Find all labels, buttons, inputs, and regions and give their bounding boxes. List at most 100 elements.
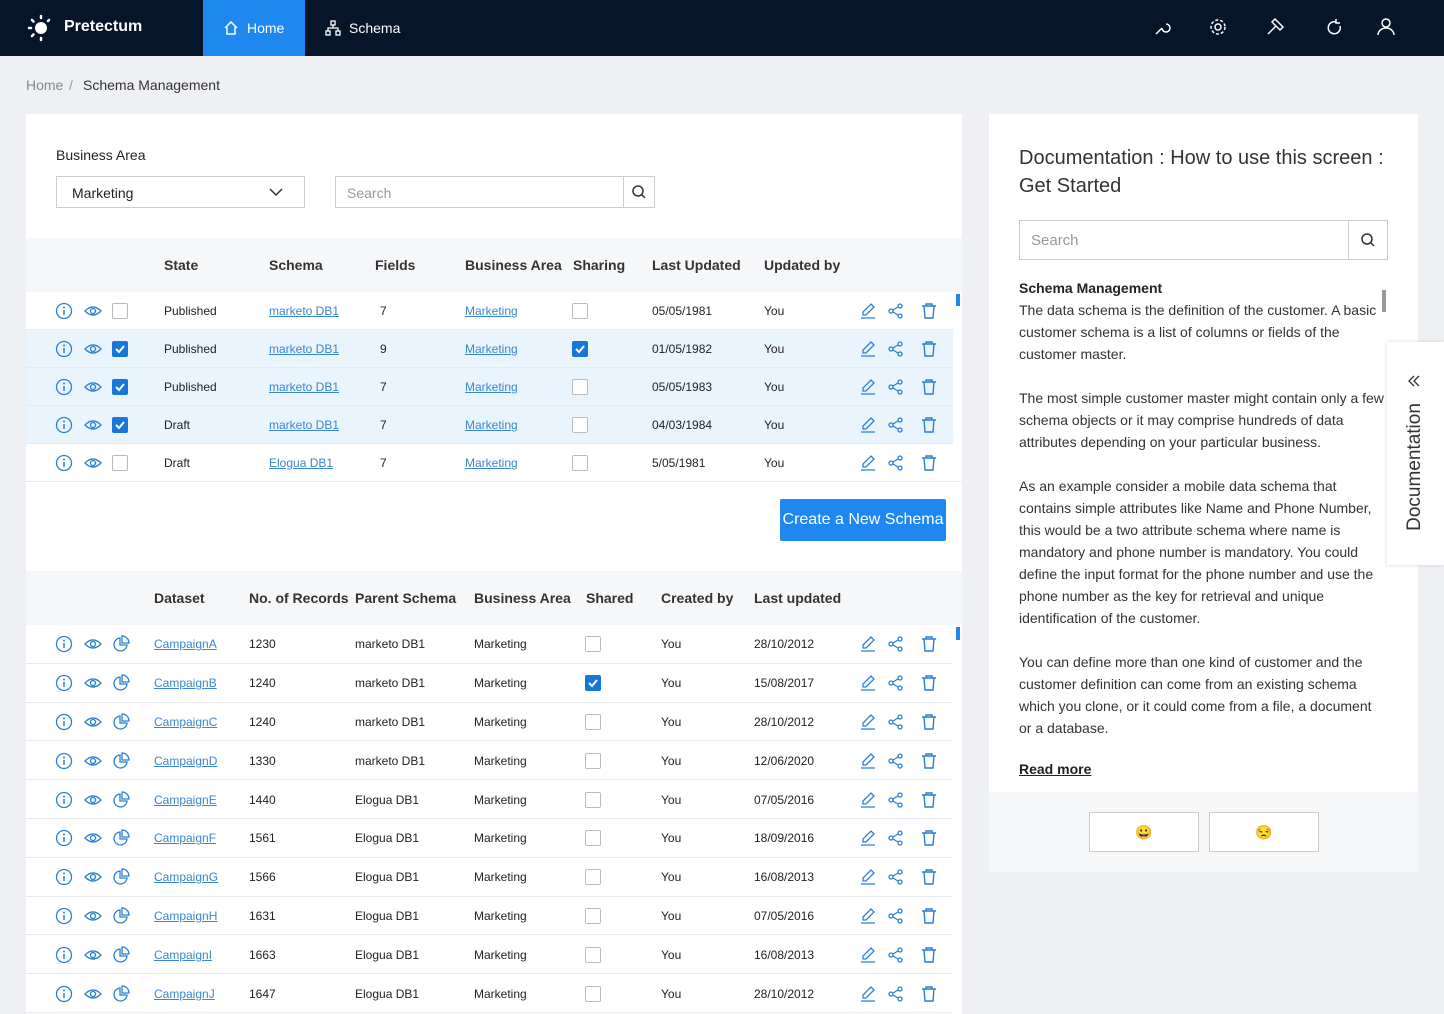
info-icon[interactable] xyxy=(55,454,73,472)
info-icon[interactable] xyxy=(55,713,73,731)
table-cell[interactable]: CampaignJ xyxy=(154,986,215,1001)
share-icon[interactable] xyxy=(887,378,905,396)
trash-icon[interactable] xyxy=(920,985,938,1003)
share-icon[interactable] xyxy=(887,340,905,358)
trash-icon[interactable] xyxy=(920,454,938,472)
info-icon[interactable] xyxy=(55,378,73,396)
pie-icon[interactable] xyxy=(112,752,130,770)
info-icon[interactable] xyxy=(55,868,73,886)
share-icon[interactable] xyxy=(887,302,905,320)
table-cell[interactable]: marketo DB1 xyxy=(269,380,340,394)
trash-icon[interactable] xyxy=(920,791,938,809)
eye-icon[interactable] xyxy=(84,752,102,770)
checkbox[interactable] xyxy=(585,830,601,847)
table-cell[interactable]: Elogua DB1 xyxy=(269,456,334,470)
edit-icon[interactable] xyxy=(859,302,877,320)
edit-icon[interactable] xyxy=(859,752,877,770)
share-icon[interactable] xyxy=(887,454,905,472)
checkbox[interactable] xyxy=(585,714,601,730)
share-icon[interactable] xyxy=(887,985,905,1003)
table-cell[interactable]: Marketing xyxy=(465,380,518,394)
pie-icon[interactable] xyxy=(112,868,130,886)
trash-icon[interactable] xyxy=(920,635,938,653)
documentation-side-tab[interactable]: Documentation xyxy=(1387,342,1444,565)
trash-icon[interactable] xyxy=(920,713,938,731)
table-cell[interactable]: CampaignD xyxy=(154,753,218,768)
create-schema-button[interactable]: Create a New Schema xyxy=(780,499,946,541)
edit-icon[interactable] xyxy=(859,713,877,731)
edit-icon[interactable] xyxy=(859,635,877,653)
share-icon[interactable] xyxy=(887,907,905,925)
checkbox[interactable] xyxy=(585,869,601,886)
breadcrumb-link[interactable]: Home xyxy=(26,77,64,93)
edit-icon[interactable] xyxy=(859,791,877,809)
feedback-button[interactable]: 😒 xyxy=(1209,812,1319,852)
table-cell[interactable]: CampaignH xyxy=(154,909,218,923)
share-icon[interactable] xyxy=(887,829,905,847)
search-box[interactable]: Search xyxy=(335,176,655,208)
pie-icon[interactable] xyxy=(112,790,130,809)
table-cell[interactable]: CampaignG xyxy=(154,870,219,885)
table-cell[interactable]: marketo DB1 xyxy=(269,304,340,318)
trash-icon[interactable] xyxy=(920,674,938,692)
checkbox[interactable] xyxy=(585,636,601,653)
brand[interactable]: Pretectum xyxy=(64,18,143,35)
eye-icon[interactable] xyxy=(84,674,102,692)
info-icon[interactable] xyxy=(55,791,73,809)
pie-icon[interactable] xyxy=(112,713,130,731)
info-icon[interactable] xyxy=(55,752,73,770)
trash-icon[interactable] xyxy=(920,868,938,886)
eye-icon[interactable] xyxy=(84,829,102,847)
edit-icon[interactable] xyxy=(859,454,877,472)
eye-icon[interactable] xyxy=(84,340,102,358)
info-icon[interactable] xyxy=(55,829,73,847)
checkbox[interactable] xyxy=(572,379,588,395)
trash-icon[interactable] xyxy=(920,302,938,320)
search-button[interactable] xyxy=(623,177,654,207)
checkbox[interactable] xyxy=(572,341,588,357)
eye-icon[interactable] xyxy=(84,378,102,396)
share-icon[interactable] xyxy=(887,752,905,770)
info-icon[interactable] xyxy=(55,635,73,653)
edit-icon[interactable] xyxy=(859,674,877,692)
checkbox[interactable] xyxy=(572,455,588,471)
read-more-link[interactable]: Read more xyxy=(1019,761,1092,777)
table-cell[interactable]: marketo DB1 xyxy=(269,342,340,356)
info-icon[interactable] xyxy=(55,340,73,358)
edit-icon[interactable] xyxy=(859,946,877,964)
checkbox[interactable] xyxy=(112,341,128,357)
pie-icon[interactable] xyxy=(112,635,130,653)
info-icon[interactable] xyxy=(55,985,73,1003)
pie-icon[interactable] xyxy=(112,984,130,1003)
checkbox[interactable] xyxy=(585,946,601,963)
table-cell[interactable]: Marketing xyxy=(465,342,518,356)
trash-icon[interactable] xyxy=(920,907,938,925)
search-button[interactable] xyxy=(1348,221,1387,259)
pie-icon[interactable] xyxy=(112,829,130,847)
info-icon[interactable] xyxy=(55,416,73,434)
eye-icon[interactable] xyxy=(84,713,102,731)
trash-icon[interactable] xyxy=(920,829,938,847)
eye-icon[interactable] xyxy=(84,302,102,320)
edit-icon[interactable] xyxy=(859,907,877,925)
business-area-select[interactable]: Marketing xyxy=(56,176,305,208)
table-cell[interactable]: CampaignF xyxy=(154,831,217,846)
table-cell[interactable]: CampaignI xyxy=(154,947,213,962)
share-icon[interactable] xyxy=(887,416,905,434)
trash-icon[interactable] xyxy=(920,378,938,396)
table-cell[interactable]: Marketing xyxy=(465,304,518,318)
eye-icon[interactable] xyxy=(84,907,102,925)
table-cell[interactable]: Marketing xyxy=(465,456,518,470)
info-icon[interactable] xyxy=(55,946,73,964)
share-icon[interactable] xyxy=(887,674,905,692)
checkbox[interactable] xyxy=(112,417,128,433)
eye-icon[interactable] xyxy=(84,454,102,472)
table-cell[interactable]: Marketing xyxy=(465,418,518,432)
trash-icon[interactable] xyxy=(920,752,938,770)
pie-icon[interactable] xyxy=(112,674,130,692)
checkbox[interactable] xyxy=(585,908,601,924)
table-cell[interactable]: CampaignC xyxy=(154,715,218,729)
checkbox[interactable] xyxy=(112,303,128,319)
feedback-button[interactable]: 😀 xyxy=(1089,812,1199,852)
checkbox[interactable] xyxy=(572,417,588,433)
